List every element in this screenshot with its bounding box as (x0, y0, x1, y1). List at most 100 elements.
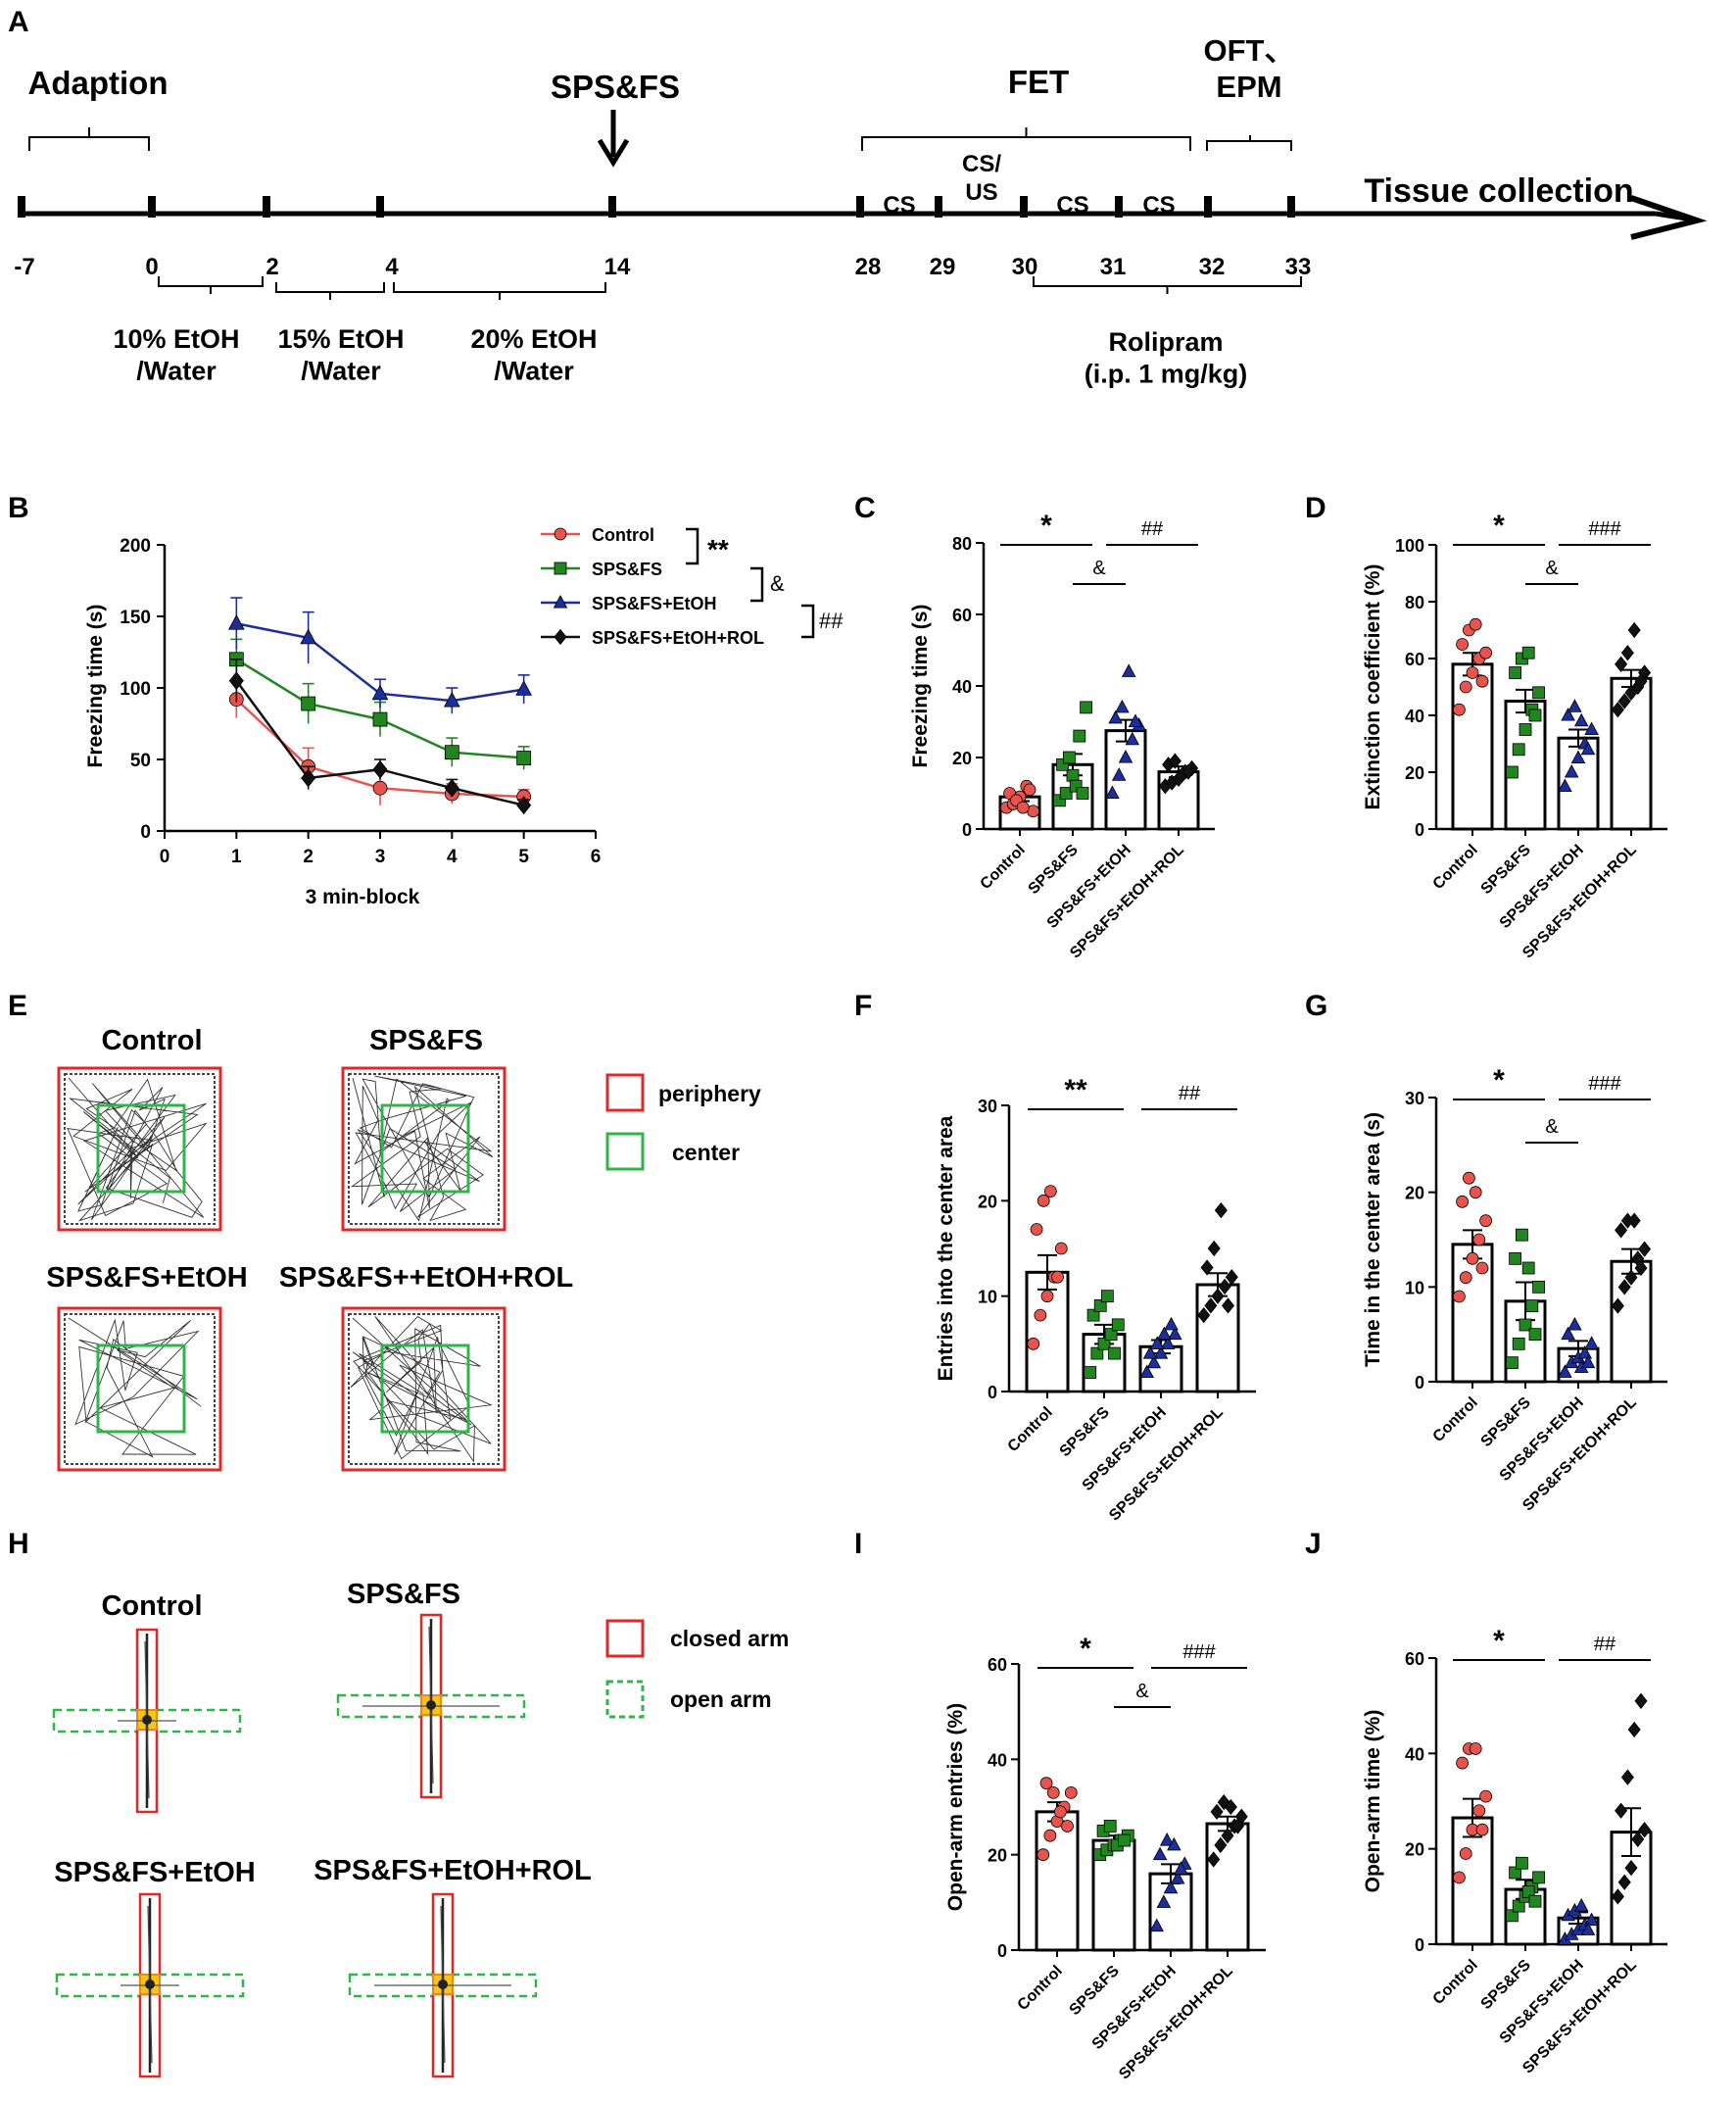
y-tick-label: 0 (988, 1383, 997, 1402)
of-wall-trace (64, 1073, 216, 1225)
epm-group-label: SPS&FS (347, 1579, 460, 1610)
panel-label-H: H (8, 1528, 29, 1560)
data-point (1157, 1326, 1172, 1341)
data-point (1627, 1212, 1641, 1229)
panel-label-I: I (854, 1528, 862, 1560)
x-tick-label: SPS&FS (1026, 842, 1083, 899)
y-tick-label: 40 (1405, 707, 1424, 726)
data-point (1509, 1251, 1521, 1265)
panel-label-G: G (1305, 990, 1327, 1022)
data-point (1210, 1803, 1224, 1821)
data-point (1061, 1820, 1074, 1832)
data-point (1532, 686, 1545, 700)
sig-annotation: * (1493, 510, 1505, 542)
y-axis-label: Freezing time (s) (84, 605, 107, 768)
chart-D: 0 20 40 60 80 100 Extinction coefficient (%) Co… (1362, 510, 1667, 961)
x-tick-label: SPS&FS (1057, 1404, 1114, 1461)
sig-annotation: * (1493, 1625, 1505, 1657)
bar (1104, 729, 1147, 831)
data-point (1167, 1836, 1181, 1851)
data-point (1086, 1308, 1100, 1322)
cs-label: CS/US (962, 151, 1001, 206)
data-point (1506, 1356, 1519, 1370)
data-point (1634, 1692, 1648, 1709)
data-point (1221, 1828, 1234, 1844)
data-point (1459, 1271, 1472, 1285)
tissue-collection-label: Tissue collection (1364, 172, 1633, 210)
sig-annotation: ### (1182, 1641, 1216, 1663)
x-tick-label: SPS&FS+EtOH+ROL (1106, 1404, 1227, 1525)
day-label: 33 (1285, 254, 1312, 280)
sig-bracket (750, 566, 764, 603)
epm-track-dot (142, 1715, 152, 1725)
data-point (1225, 1269, 1238, 1286)
legend-center-label: center (672, 1140, 740, 1165)
data-point (515, 680, 533, 696)
data-point (1558, 1364, 1572, 1378)
y-tick-label: 20 (1405, 1184, 1424, 1203)
timeline-tick (1115, 196, 1123, 218)
data-point (1034, 1308, 1047, 1322)
epm-track-dot (145, 1979, 155, 1989)
data-point (227, 614, 245, 630)
bracket-etoh10 (158, 276, 264, 294)
y-tick-label: 60 (1405, 1649, 1424, 1669)
legend-label: SPS&FS (592, 560, 662, 579)
sig-annotation: & (1092, 558, 1106, 579)
timeline-tick (148, 196, 156, 218)
etoh10-label: 10% EtOH/Water (113, 324, 239, 385)
data-point (1459, 680, 1472, 694)
data-point (1064, 1786, 1078, 1799)
data-point (1174, 1861, 1188, 1875)
y-tick-label: 20 (952, 749, 972, 768)
bar (1205, 1822, 1250, 1952)
data-point (1472, 1233, 1486, 1246)
x-tick-label: Control (1005, 1404, 1056, 1455)
data-point (1218, 1278, 1231, 1295)
data-point (1512, 1337, 1525, 1350)
etoh20-label: 20% EtOH/Water (470, 324, 597, 385)
data-point (1046, 1786, 1060, 1799)
sig-annotation: * (1040, 510, 1052, 542)
data-point (1627, 621, 1641, 639)
epm-group-label: SPS&FS+EtOH (54, 1857, 255, 1888)
data-point (1142, 1345, 1158, 1359)
day-label: 31 (1100, 254, 1127, 280)
x-tick-label: Control (1015, 1963, 1066, 2014)
timeline-tick (856, 196, 864, 218)
data-point (1170, 1870, 1185, 1884)
x-axis-label: 3 min-block (306, 886, 420, 908)
data-point (1104, 1328, 1118, 1341)
of-group-label: SPS&FS (369, 1025, 483, 1056)
x-tick-label: 2 (303, 847, 313, 867)
data-point (300, 628, 317, 645)
spsfs-arrowhead (597, 138, 630, 168)
data-point (228, 671, 244, 691)
timeline-tick (1020, 196, 1028, 218)
x-tick-label: Control (1430, 842, 1481, 893)
data-point (1624, 1859, 1638, 1877)
data-point (1611, 1297, 1624, 1314)
data-point (1580, 1354, 1596, 1369)
data-point (1118, 1833, 1131, 1847)
bracket-rolipram (1033, 276, 1302, 294)
data-point (1456, 638, 1469, 651)
data-point (1214, 1201, 1228, 1219)
bracket-fet-label: FET (1008, 64, 1069, 100)
data-point (1528, 1328, 1542, 1342)
y-tick-label: 0 (962, 820, 972, 840)
data-point (1063, 751, 1076, 764)
rolipram-label: Rolipram (i.p. 1 mg/kg) (1085, 327, 1248, 388)
data-point (1634, 673, 1648, 690)
data-point (1472, 1804, 1486, 1818)
data-point (1573, 712, 1589, 727)
data-point (1168, 1326, 1182, 1341)
of-wall-trace (348, 1073, 500, 1225)
data-point (1066, 768, 1080, 782)
timeline-tick (263, 196, 270, 218)
chart-G: 0 10 20 30 Time in the center area (s) Contro… (1362, 1064, 1667, 1514)
of-center-box (96, 1344, 186, 1434)
data-point (1181, 763, 1195, 780)
of-track (68, 1317, 202, 1458)
bracket-adaption (28, 127, 150, 151)
